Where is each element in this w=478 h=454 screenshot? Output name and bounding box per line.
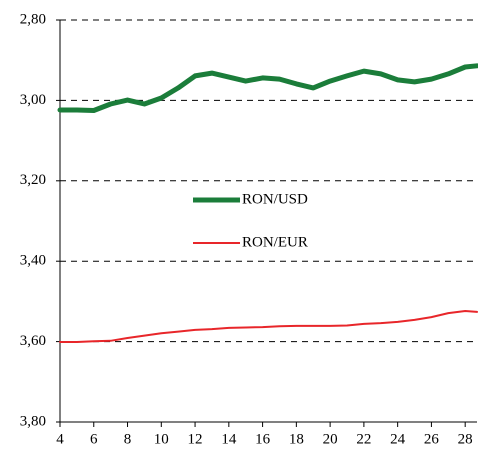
x-tick-label: 16 bbox=[255, 431, 271, 447]
x-tick-label: 14 bbox=[221, 431, 237, 447]
x-tick-label: 26 bbox=[424, 431, 440, 447]
x-tick-label: 10 bbox=[154, 431, 169, 447]
x-tick-label: 20 bbox=[323, 431, 338, 447]
x-tick-label: 18 bbox=[289, 431, 304, 447]
y-tick-label: 2,80 bbox=[20, 11, 46, 27]
x-tick-label: 22 bbox=[356, 431, 371, 447]
x-tick-label: 4 bbox=[56, 431, 64, 447]
y-tick-label: 3,80 bbox=[20, 413, 46, 429]
y-tick-label: 3,20 bbox=[20, 172, 46, 188]
legend-label: RON/USD bbox=[242, 191, 308, 207]
series-line bbox=[59, 310, 478, 343]
x-tick-label: 24 bbox=[390, 431, 406, 447]
y-tick-label: 3,40 bbox=[20, 253, 46, 269]
x-tick-label: 6 bbox=[90, 431, 98, 447]
y-tick-label: 3,60 bbox=[20, 333, 46, 349]
series-line bbox=[57, 63, 478, 113]
x-tick-label: 8 bbox=[124, 431, 132, 447]
y-tick-label: 3,00 bbox=[20, 92, 46, 108]
legend-label: RON/EUR bbox=[242, 234, 308, 250]
legend-box bbox=[125, 186, 395, 260]
x-tick-label: 12 bbox=[188, 431, 203, 447]
x-tick-label: 28 bbox=[458, 431, 473, 447]
